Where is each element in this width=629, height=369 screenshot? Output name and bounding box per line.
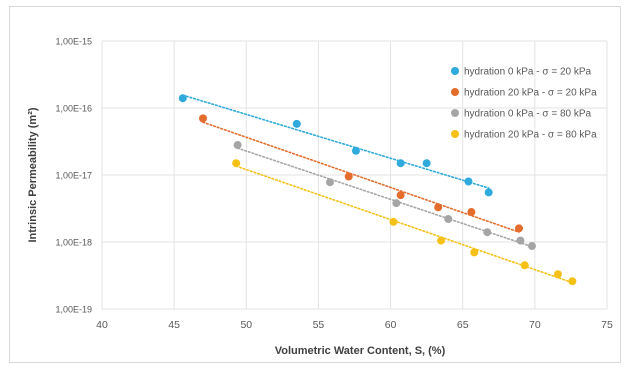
data-point-series-2 xyxy=(396,191,405,200)
data-point-series-2 xyxy=(514,224,523,233)
y-axis-label: Intrinsic Permeability (m²) xyxy=(27,107,39,242)
data-point-series-3 xyxy=(444,215,453,224)
data-point-series-1 xyxy=(396,159,405,168)
data-point-series-1 xyxy=(178,94,187,103)
data-point-series-2 xyxy=(467,208,476,217)
data-point-series-4 xyxy=(520,261,529,270)
legend: hydration 0 kPa - σ = 20 kPa hydration 20… xyxy=(451,67,597,141)
data-point-series-1 xyxy=(351,146,360,155)
legend-label-series-3: hydration 0 kPa - σ = 80 kPa xyxy=(464,109,592,120)
trendline-series-2 xyxy=(202,121,520,233)
data-point-series-3 xyxy=(527,242,536,251)
trendline-series-3 xyxy=(236,147,533,248)
data-point-series-2 xyxy=(344,172,353,181)
data-point-series-3 xyxy=(516,236,525,245)
data-point-series-1 xyxy=(464,177,473,186)
trendline-series-4 xyxy=(235,165,574,284)
x-tick-label: 55 xyxy=(313,319,325,331)
data-point-series-1 xyxy=(292,119,301,128)
x-tick-label: 70 xyxy=(529,319,541,331)
data-point-series-1 xyxy=(422,159,431,168)
data-point-series-3 xyxy=(392,199,401,208)
x-tick-label: 60 xyxy=(385,319,397,331)
data-point-series-4 xyxy=(553,270,562,279)
data-point-series-4 xyxy=(232,159,241,168)
data-point-series-4 xyxy=(437,236,446,245)
x-tick-label: 40 xyxy=(96,319,108,331)
trendline-layer xyxy=(182,94,574,284)
y-tick-label: 1,00E-16 xyxy=(55,104,92,114)
data-point-series-3 xyxy=(233,141,242,150)
x-axis-label: Volumetric Water Content, S, (%) xyxy=(275,345,446,357)
point-layer xyxy=(178,94,577,286)
legend-marker-series-4 xyxy=(451,130,459,138)
tick-label-layer: 40 45 50 55 60 65 70 75 1,00E-19 1,00E-18 1,00E-17… xyxy=(55,37,613,332)
legend-label-series-2: hydration 20 kPa - σ = 20 kPa xyxy=(464,88,597,99)
legend-label-series-1: hydration 0 kPa - σ = 20 kPa xyxy=(464,67,592,78)
data-point-series-3 xyxy=(483,228,492,237)
x-tick-label: 65 xyxy=(457,319,469,331)
legend-marker-series-3 xyxy=(451,109,459,117)
legend-marker-series-1 xyxy=(451,67,459,75)
x-tick-label: 75 xyxy=(601,319,613,331)
legend-marker-series-2 xyxy=(451,88,459,96)
y-tick-label: 1,00E-19 xyxy=(55,305,92,315)
y-tick-label: 1,00E-17 xyxy=(55,171,92,181)
data-point-series-2 xyxy=(199,114,207,123)
trendline-series-1 xyxy=(182,94,490,189)
legend-label-series-4: hydration 20 kPa - σ = 80 kPa xyxy=(464,130,597,141)
x-tick-label: 50 xyxy=(240,319,252,331)
data-point-series-4 xyxy=(568,277,577,286)
y-tick-label: 1,00E-18 xyxy=(55,238,92,248)
y-tick-label: 1,00E-15 xyxy=(55,37,92,47)
data-point-series-1 xyxy=(484,188,493,197)
data-point-series-4 xyxy=(470,248,479,257)
data-point-series-3 xyxy=(325,178,334,187)
chart-frame: 40 45 50 55 60 65 70 75 1,00E-19 1,00E-18 1,00E-17… xyxy=(9,6,621,363)
x-tick-label: 45 xyxy=(168,319,180,331)
data-point-series-4 xyxy=(389,217,398,226)
chart-svg: 40 45 50 55 60 65 70 75 1,00E-19 1,00E-18 1,00E-17… xyxy=(27,37,613,358)
data-point-series-2 xyxy=(434,203,443,212)
